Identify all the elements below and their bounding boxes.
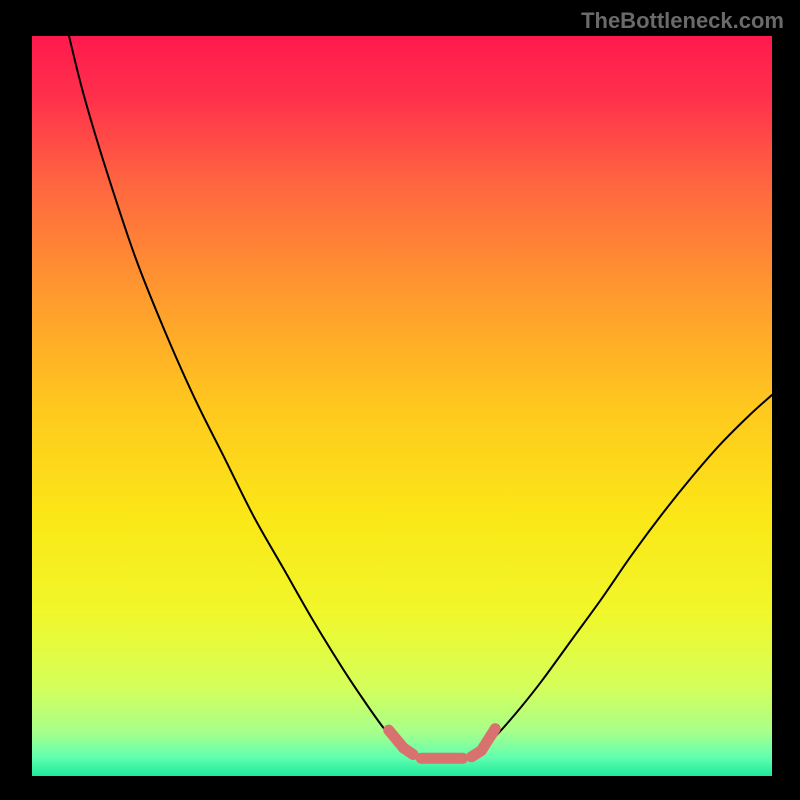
gradient-background — [32, 36, 772, 776]
watermark-text: TheBottleneck.com — [581, 8, 784, 34]
bottleneck-chart: TheBottleneck.com — [0, 0, 800, 800]
plot-svg — [0, 0, 800, 800]
